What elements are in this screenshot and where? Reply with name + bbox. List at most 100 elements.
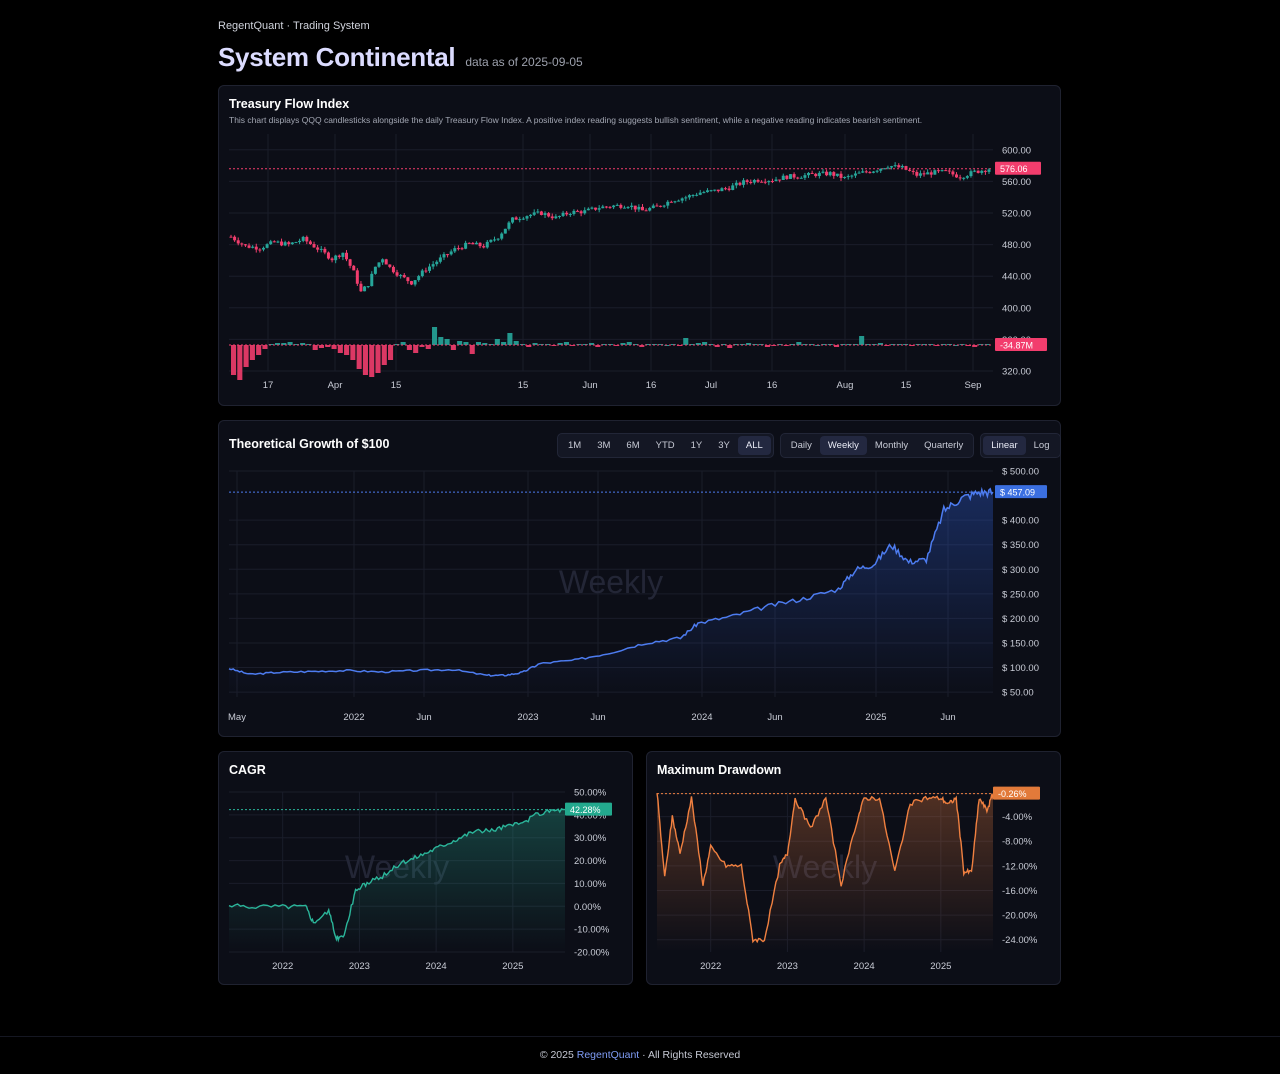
candle-body <box>947 170 951 172</box>
candle-body <box>366 286 370 288</box>
y-tick-label: $ 200.00 <box>1002 614 1039 625</box>
x-tick-label: 15 <box>391 380 402 391</box>
cagr-chart[interactable]: 2022 2023 2024 2025 50.00% 40.00% 30.00% 20.00%… <box>219 752 634 986</box>
y-tick-label: $ 500.00 <box>1002 467 1039 478</box>
candle-body <box>904 166 908 170</box>
flow-bar <box>344 345 350 355</box>
candle-body <box>492 239 496 241</box>
y-tick-label: 50.00% <box>574 788 607 799</box>
treasury-flow-chart[interactable]: 17 Apr 15 15 Jun 16 Jul 16 Aug 15 Sep 600.00 560.00 5… <box>219 86 1062 407</box>
candle-body <box>976 170 980 173</box>
flow-bar <box>626 342 632 345</box>
candle-body <box>785 175 789 179</box>
y-tick-label: 20.00% <box>574 856 607 867</box>
flow-bar <box>475 342 482 345</box>
flow-bar <box>300 343 306 345</box>
candle-body <box>243 244 247 246</box>
flow-bar <box>312 345 318 350</box>
flow-bar <box>400 342 406 345</box>
flow-bar <box>658 344 664 345</box>
flow-bar <box>526 345 532 347</box>
candle-body <box>373 266 377 274</box>
candle-body <box>705 190 709 193</box>
candle-body <box>464 242 468 249</box>
x-tick-label: 2024 <box>854 961 875 972</box>
flow-bar <box>325 345 331 347</box>
range-ytd-button[interactable]: YTD <box>648 436 683 455</box>
range-1m-button[interactable]: 1M <box>560 436 589 455</box>
candle-body <box>391 266 395 273</box>
treasury-flow-title: Treasury Flow Index <box>229 97 350 111</box>
x-tick-label: 15 <box>901 380 912 391</box>
flow-bar <box>909 345 915 346</box>
candle-body <box>557 215 561 217</box>
flow-bar <box>256 345 262 355</box>
scale-linear-button[interactable]: Linear <box>983 436 1026 455</box>
candle-body <box>691 194 695 196</box>
flow-bar <box>676 345 683 346</box>
candle-body <box>247 245 251 248</box>
candle-body <box>821 171 825 173</box>
footer: © 2025 RegentQuant · All Rights Reserved <box>0 1036 1280 1074</box>
frequency-quarterly-button[interactable]: Quarterly <box>916 436 971 455</box>
candle-body <box>951 171 955 175</box>
candle-body <box>886 167 890 169</box>
frequency-daily-button[interactable]: Daily <box>783 436 820 455</box>
candle-body <box>875 170 879 172</box>
y-tick-label: 600.00 <box>1002 145 1031 156</box>
candle-body <box>435 261 439 265</box>
x-tick-label: Sep <box>965 380 982 391</box>
candle-body <box>955 174 959 178</box>
candle-body <box>908 169 912 171</box>
candle-body <box>500 233 504 239</box>
candle-body <box>471 242 475 245</box>
candle-body <box>709 190 713 192</box>
flow-bar <box>965 345 971 346</box>
candle-body <box>864 171 868 173</box>
candle-body <box>684 197 688 199</box>
candle-body <box>749 182 753 184</box>
candle-body <box>334 255 338 261</box>
candle-body <box>446 254 450 256</box>
candle-body <box>846 176 850 178</box>
frequency-monthly-button[interactable]: Monthly <box>867 436 916 455</box>
series-line <box>228 808 566 943</box>
candle-body <box>745 180 749 183</box>
x-tick-label: 15 <box>518 380 529 391</box>
footer-brand-link[interactable]: RegentQuant <box>576 1049 640 1061</box>
candle-body <box>467 242 471 244</box>
candle-body <box>431 264 435 267</box>
candle-body <box>835 173 839 176</box>
flow-bar <box>337 345 343 353</box>
flow-bar <box>237 345 243 380</box>
scale-log-button[interactable]: Log <box>1026 436 1058 455</box>
candle-body <box>518 219 522 221</box>
range-all-button[interactable]: ALL <box>737 436 771 455</box>
range-6m-button[interactable]: 6M <box>618 436 647 455</box>
price-tag: 576.06 <box>1000 164 1028 174</box>
flow-bar <box>953 345 959 346</box>
flow-bar <box>388 345 394 360</box>
candle-body <box>261 247 265 250</box>
candle-body <box>511 217 515 223</box>
candle-body <box>803 175 807 178</box>
value-tag: 42.28% <box>570 805 601 815</box>
candle-body <box>381 259 385 263</box>
growth-chart[interactable]: May 2022 Jun 2023 Jun 2024 Jun 2025 Jun $ 500.00 $… <box>219 421 1062 738</box>
candle-body <box>586 208 590 211</box>
candle-body <box>438 257 442 262</box>
candle-body <box>590 207 594 209</box>
x-tick-label: 2023 <box>777 961 798 972</box>
candle-body <box>669 201 673 203</box>
candle-body <box>918 173 922 176</box>
range-1y-button[interactable]: 1Y <box>683 436 711 455</box>
flow-bar <box>852 344 858 345</box>
frequency-weekly-button[interactable]: Weekly <box>819 436 867 455</box>
flow-bar <box>595 345 601 347</box>
drawdown-chart[interactable]: 2022 2023 2024 2025 -0.26% -4.00% -8.00% -12.00… <box>647 752 1062 986</box>
candle-body <box>449 251 453 255</box>
range-3m-button[interactable]: 3M <box>589 436 618 455</box>
candle-body <box>236 240 240 244</box>
candle-body <box>962 177 966 179</box>
range-3y-button[interactable]: 3Y <box>710 436 738 455</box>
